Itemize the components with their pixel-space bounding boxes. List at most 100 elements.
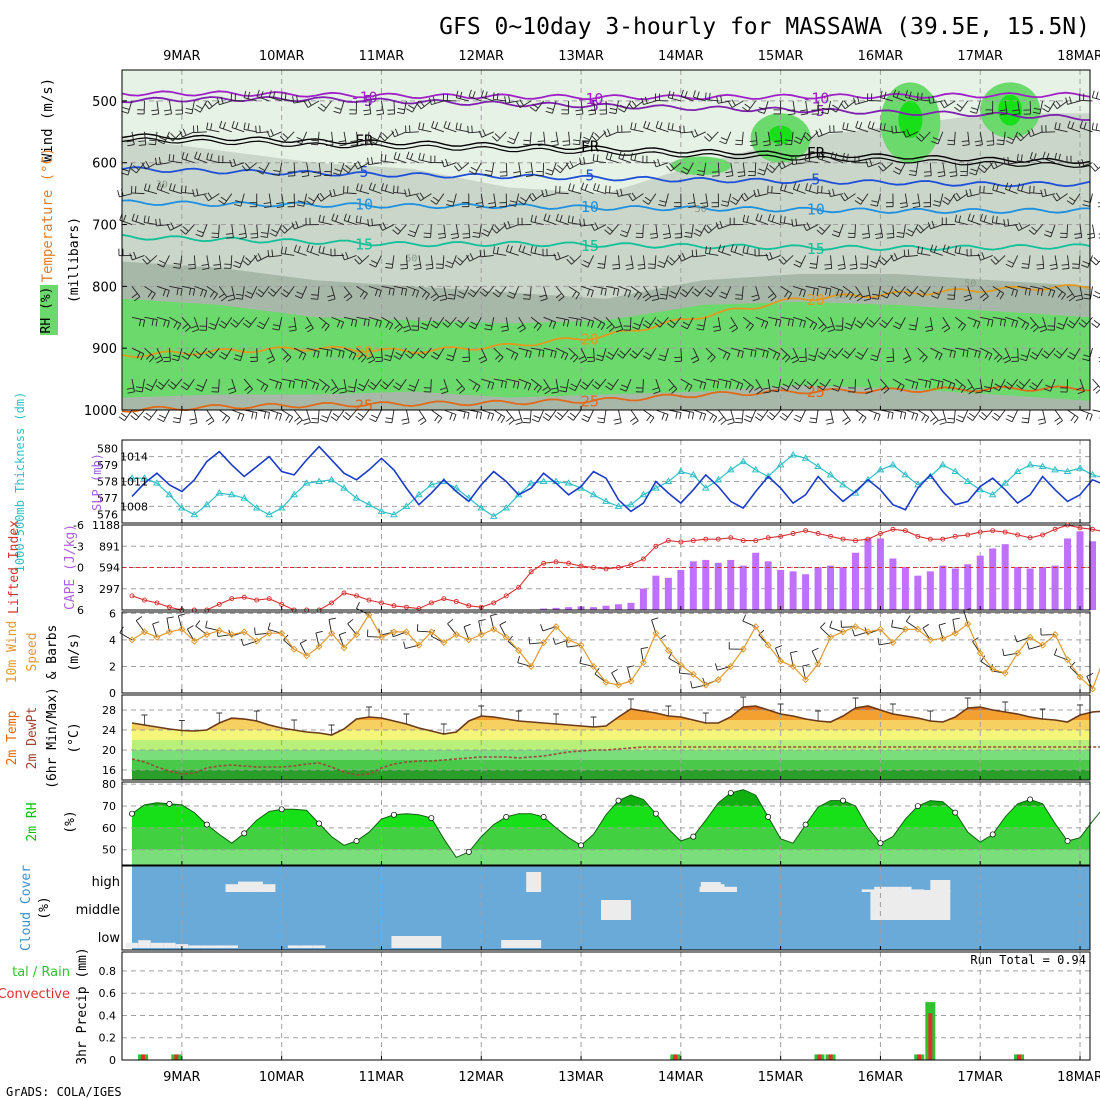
wind-barb	[493, 252, 507, 256]
wind-barb	[618, 255, 621, 269]
wind-barb-flag	[367, 384, 374, 390]
wind-barb-flag	[1005, 418, 1013, 423]
cape-bar	[1051, 565, 1059, 610]
wind-barb-flag	[621, 230, 629, 234]
wind-barb	[1028, 255, 1031, 269]
cloud-high-block	[526, 872, 542, 892]
wind-barb	[380, 160, 394, 164]
wind-barb-flag	[866, 322, 873, 328]
wind-barb	[805, 348, 807, 362]
wind-barb	[797, 378, 806, 390]
wind-barb-flag	[571, 216, 574, 224]
wind-barb-flag	[750, 144, 758, 146]
wind-barb-flag	[881, 319, 888, 325]
lifted-index-point	[603, 566, 609, 572]
wind-barb-flag	[256, 170, 264, 175]
lifted-index-point	[940, 536, 946, 542]
wind-speed-point	[427, 628, 435, 636]
wind-barb-flag	[237, 413, 241, 420]
wind-barb-flag	[1033, 185, 1035, 193]
wind-barb-flag	[1015, 290, 1018, 298]
wind-barb	[618, 409, 622, 423]
wind-barb-flag	[552, 321, 557, 329]
wind-barb-flag	[495, 354, 501, 360]
wind-barb-flag	[334, 168, 342, 172]
wind-barb-flag	[800, 109, 808, 112]
wind-barb	[443, 162, 457, 168]
wind-barb-flag	[710, 356, 716, 363]
wind-barb	[817, 192, 831, 195]
wind-barb-flag	[151, 113, 159, 116]
wind-speed-point	[565, 636, 573, 644]
wind-barb-flag	[1003, 384, 1010, 390]
wind-barb-flag	[650, 294, 658, 298]
wind-barb	[791, 131, 794, 145]
wind-barb-flag	[960, 386, 966, 393]
wind-barb-flag	[832, 188, 835, 196]
wind-barb	[587, 255, 594, 268]
wind-barb-flag	[725, 175, 734, 178]
wind-barb-flag	[123, 214, 127, 222]
wind-barb-flag	[302, 353, 307, 361]
wind-barb	[181, 191, 195, 195]
wind-barb-flag	[213, 293, 218, 300]
wind-barb	[284, 224, 295, 234]
wind-barb-flag	[770, 296, 777, 302]
wind-speed-point	[253, 637, 261, 645]
wind-speed-point	[303, 652, 311, 660]
wind-barb-flag	[358, 383, 366, 388]
wind-barb-flag	[629, 353, 636, 359]
wind-speed-point	[490, 625, 498, 633]
wind-barb-flag	[895, 125, 897, 133]
wind-barb-flag	[164, 113, 172, 116]
wind-barb-flag	[196, 384, 204, 388]
cape-bar	[677, 569, 685, 610]
wind-barb	[1054, 128, 1068, 133]
wind-barb-flag	[260, 236, 268, 238]
wind-barb	[902, 224, 906, 238]
wind-barb-flag	[839, 290, 844, 298]
wind-barb-flag	[713, 329, 721, 332]
wind-barb-flag	[341, 253, 345, 261]
wind-barb-flag	[369, 418, 376, 423]
wind-barb-flag	[151, 109, 159, 112]
cape-bar	[889, 558, 897, 610]
wind-barb-flag	[819, 128, 823, 136]
lifted-index-point	[142, 597, 147, 603]
wind-barb-flag	[272, 173, 280, 176]
wind-barb	[318, 316, 330, 326]
wind-barb-flag	[667, 322, 674, 328]
wind-barb-flag	[766, 167, 773, 174]
wind-barb-flag	[218, 199, 225, 205]
wind-barb-flag	[856, 196, 864, 202]
wind-barb-flag	[670, 291, 678, 295]
wind-barb	[219, 100, 232, 106]
wind-barb	[875, 255, 881, 268]
wind-barb-flag	[226, 294, 234, 298]
wind-barb-flag	[958, 215, 962, 223]
wind-barb	[630, 409, 639, 421]
wind-barb	[493, 378, 507, 382]
wind-barb-flag	[303, 421, 311, 425]
wind-barb	[548, 409, 557, 421]
wind-barb-flag	[263, 202, 271, 205]
wind-barb-flag	[359, 216, 362, 224]
wind-barb-flag	[231, 120, 235, 128]
wind-barb-flag	[845, 291, 851, 298]
wind-barb	[692, 255, 706, 258]
wind-barb	[992, 285, 1004, 294]
temp-contour-label: -5	[355, 92, 373, 110]
wind-barb-flag	[382, 132, 388, 139]
wind-barb-flag	[924, 325, 933, 328]
wind-barb	[654, 255, 657, 269]
wind-barb-flag	[1037, 288, 1040, 296]
wind-barb-flag	[226, 237, 234, 239]
wind-barb-flag	[1091, 122, 1094, 130]
wind-barb	[538, 409, 545, 423]
wind-barb	[268, 255, 282, 258]
wind-barb	[993, 162, 1006, 170]
wind-barb	[218, 286, 228, 298]
wind-barb-flag	[557, 251, 561, 259]
wind-barb-flag	[558, 296, 565, 302]
wind-barb	[842, 409, 851, 421]
